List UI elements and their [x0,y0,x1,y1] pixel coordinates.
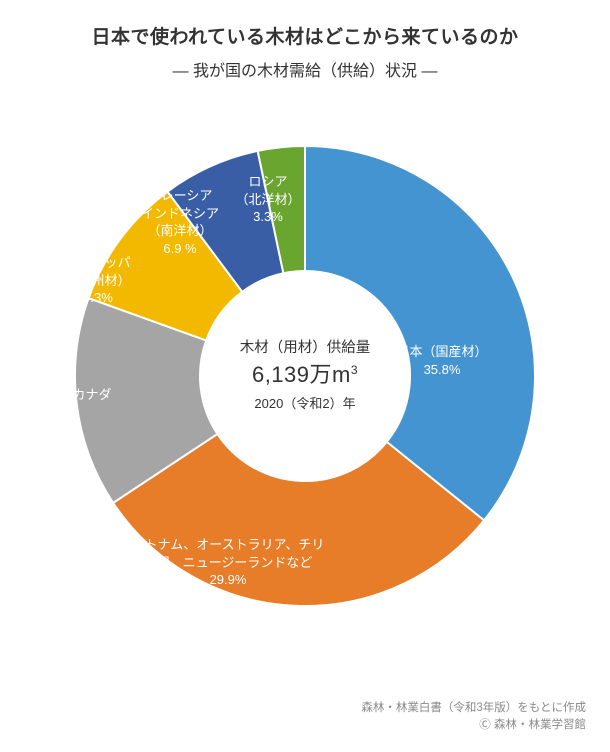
donut-chart: 木材（用材）供給量 6,139万m3 2020（令和2）年 日本（国産材）35.… [0,81,610,671]
donut-center-label: 木材（用材）供給量 6,139万m3 2020（令和2）年 [240,338,371,414]
slice-label-pct: 3.3% [223,208,313,226]
slice-label-line: （欧州材） [48,272,148,290]
slice-label-russia: ロシア（北洋材）3.3% [223,173,313,226]
slice-label-pct: 29.9% [108,571,348,589]
main-title: 日本で使われている木材はどこから来ているのか [0,22,610,49]
slice-label-line: 日本（国産材） [372,343,512,361]
slice-label-europe: ヨーロッパ（欧州材）9.3% [48,254,148,307]
center-line1: 木材（用材）供給量 [240,338,371,359]
center-line2: 6,139万m3 [240,359,371,391]
slice-label-pct: 9.3% [48,289,148,307]
slice-label-line: インドネシア [125,205,235,223]
slice-label-line: ロシア [223,173,313,191]
slice-label-line: ベトナム、オーストラリア、チリ [108,536,348,554]
slice-label-line: （北洋材） [223,191,313,209]
slice-label-line: アメリカ、カナダ [0,386,125,404]
slice-label-malaysia-indonesia: マレーシアインドネシア（南洋材）6.9 % [125,187,235,257]
slice-label-usa-canada: アメリカ、カナダ（米材）14.8% [0,386,125,439]
slice-label-japan-domestic: 日本（国産材）35.8% [372,343,512,378]
footer-credit: 森林・林業白書（令和3年版）をもとに作成 Ⓒ 森林・林業学習館 [361,700,586,735]
slice-label-pct: 35.8% [372,361,512,379]
center-value-number: 6,139 [252,362,310,387]
slice-label-pct: 6.9 % [125,240,235,258]
sub-title: ― 我が国の木材需給（供給）状況 ― [0,57,610,81]
slice-label-line: マレーシア [125,187,235,205]
center-line3: 2020（令和2）年 [240,395,371,414]
slice-label-line: （南洋材） [125,222,235,240]
slice-label-vietnam-au-chile-cn-nz: ベトナム、オーストラリア、チリ中国、ニュージーランドなど29.9% [108,536,348,589]
center-value-exponent: 3 [351,363,358,377]
footer-line2: Ⓒ 森林・林業学習館 [361,717,586,734]
title-block: 日本で使われている木材はどこから来ているのか ― 我が国の木材需給（供給）状況 … [0,0,610,81]
footer-line1: 森林・林業白書（令和3年版）をもとに作成 [361,700,586,717]
center-value-unit-prefix: 万m [310,362,351,387]
slice-label-line: （米材） [0,404,125,422]
slice-japan-domestic [305,146,535,520]
slice-label-pct: 14.8% [0,421,125,439]
slice-label-line: 中国、ニュージーランドなど [108,554,348,572]
